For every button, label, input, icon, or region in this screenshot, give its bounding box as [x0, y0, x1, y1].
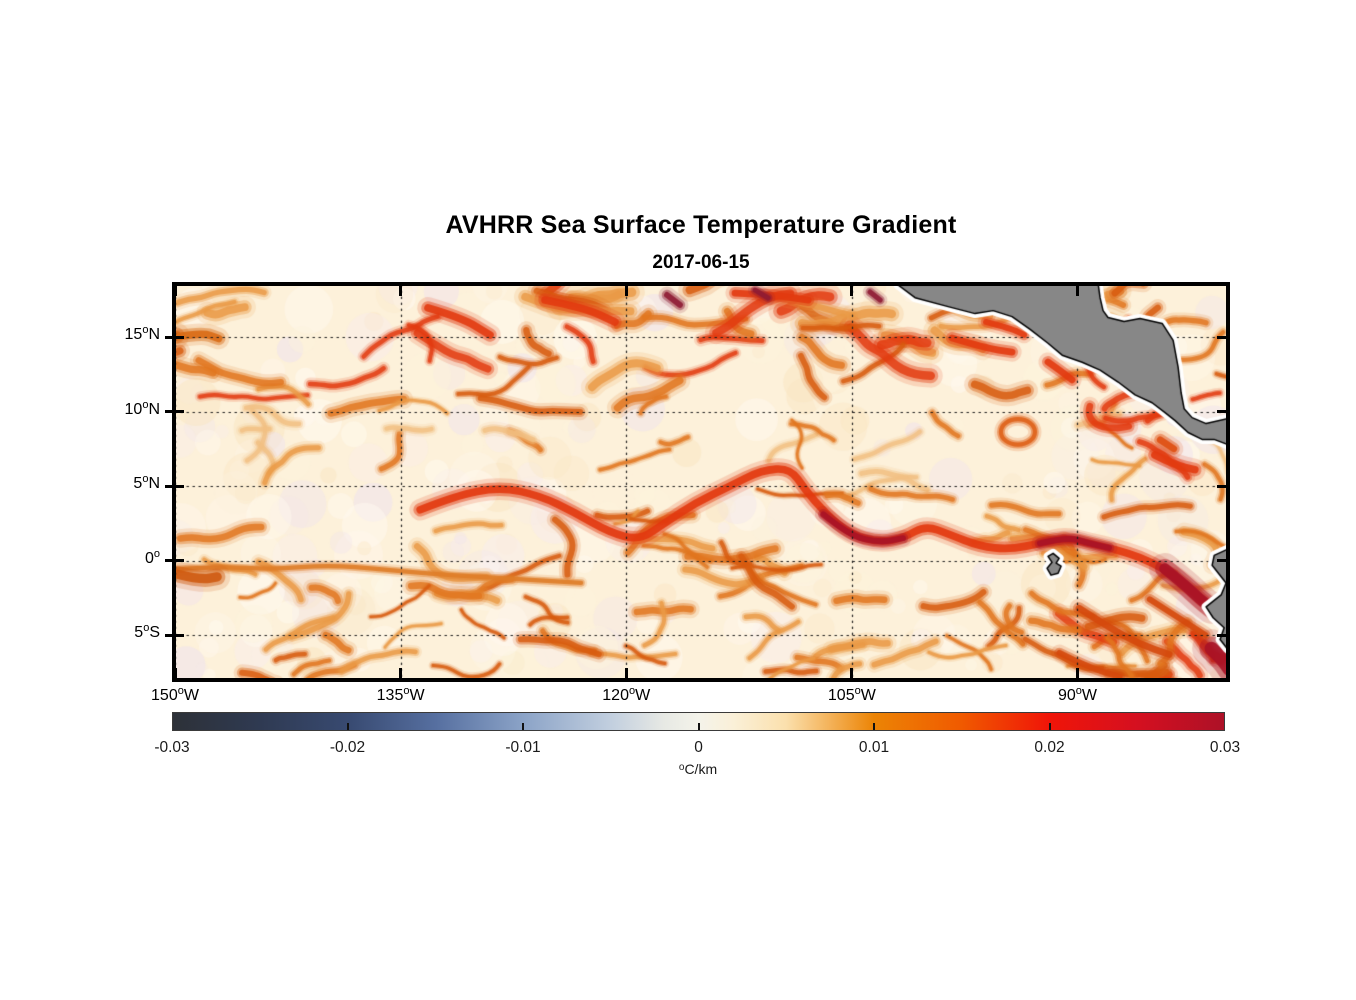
x-tick-top [624, 286, 628, 296]
y-tick-right [1217, 633, 1227, 637]
colorbar-tick-label: -0.02 [329, 739, 366, 756]
degree-symbol: o [1075, 685, 1082, 697]
degree-symbol: o [142, 473, 149, 486]
figure-title: AVHRR Sea Surface Temperature Gradient [445, 211, 957, 239]
figure-subtitle: 2017-06-15 [652, 252, 750, 273]
degree-symbol: o [403, 685, 410, 697]
colorbar-tick-label: 0.01 [858, 739, 890, 756]
colorbar-tick-label: 0.03 [1209, 739, 1241, 756]
y-tick-right [1217, 484, 1227, 488]
colorbar-tick [873, 723, 875, 730]
x-tick-bottom [399, 668, 403, 678]
y-tick-left [165, 335, 184, 339]
x-axis-tick-label: 90oW [1057, 685, 1097, 705]
y-axis-tick-label: 0o [144, 547, 160, 567]
degree-symbol: o [153, 547, 160, 560]
y-tick-right [1217, 335, 1227, 339]
y-tick-right [1217, 559, 1227, 563]
x-axis-tick-label: 150oW [151, 685, 199, 705]
degree-symbol: o [177, 685, 184, 697]
x-tick-top [173, 286, 177, 296]
y-axis-tick-label: 10oN [124, 398, 160, 418]
colorbar-tick-label: -0.03 [154, 739, 190, 756]
y-tick-left [165, 484, 184, 488]
degree-symbol: o [142, 398, 149, 411]
x-tick-bottom [173, 668, 177, 678]
x-tick-bottom [624, 668, 628, 678]
colorbar-tick [522, 723, 524, 730]
x-axis-tick-label: 135oW [376, 685, 425, 705]
colorbar-tick [346, 723, 349, 730]
degree-symbol: o [854, 685, 861, 697]
x-tick-top [1075, 286, 1079, 296]
x-axis-tick-label: 105oW [827, 685, 876, 705]
y-axis-tick-label: 5oN [133, 473, 160, 493]
degree-symbol: o [678, 762, 685, 773]
colorbar-tick-label: 0 [694, 739, 703, 756]
colorbar-tick [1048, 723, 1051, 730]
x-tick-bottom [850, 668, 854, 678]
colorbar-tick-label: 0.02 [1034, 739, 1065, 756]
degree-symbol: o [142, 324, 149, 336]
y-tick-right [1217, 410, 1227, 413]
x-tick-top [399, 286, 403, 296]
colorbar-unit-label: oC/km [598, 761, 798, 777]
degree-symbol: o [628, 685, 636, 697]
y-tick-left [165, 410, 184, 413]
colorbar-tick [697, 723, 700, 730]
y-axis-tick-label: 5oS [134, 622, 160, 642]
x-tick-bottom [1075, 668, 1079, 678]
y-tick-left [165, 559, 184, 563]
unit-text: C/km [684, 761, 718, 777]
colorbar [172, 712, 1225, 731]
y-tick-left [165, 633, 184, 637]
colorbar-tick-label: -0.01 [505, 739, 541, 756]
x-axis-tick-label: 120oW [602, 685, 651, 705]
x-tick-top [850, 286, 854, 296]
y-axis-tick-label: 15oN [124, 324, 160, 344]
degree-symbol: o [143, 622, 150, 635]
sst-gradient-map [175, 285, 1227, 679]
